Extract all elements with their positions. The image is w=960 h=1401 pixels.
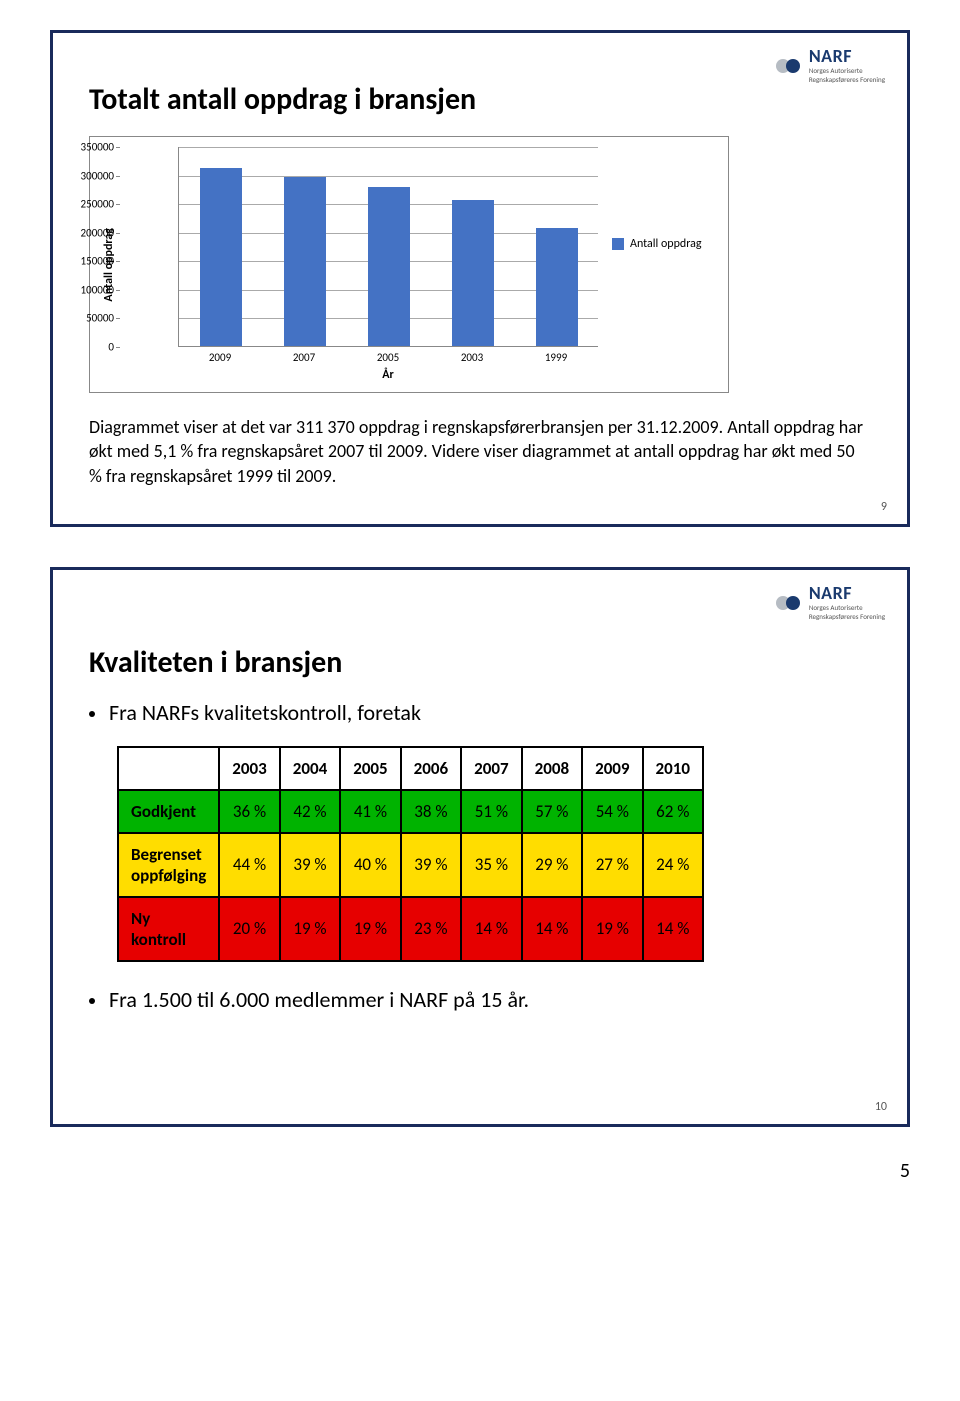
chart-x-tick: 2005: [346, 351, 430, 364]
page-number: 5: [900, 1159, 910, 1183]
chart-x-tick: 2003: [430, 351, 514, 364]
table-cell: 38 %: [401, 790, 461, 833]
bullet-2-text: Fra 1.500 til 6.000 medlemmer i NARF på …: [109, 986, 529, 1013]
slide-2: NARF Norges Autoriserte Regnskapsføreres…: [50, 567, 910, 1127]
logo-icon: [775, 58, 803, 72]
slide-2-title: Kvaliteten i bransjen: [89, 644, 871, 681]
table-cell: 40 %: [340, 833, 400, 897]
chart-y-tick: 0: [62, 341, 114, 354]
chart-x-tick: 1999: [514, 351, 598, 364]
chart-y-tick: 300000: [62, 169, 114, 182]
narf-logo: NARF Norges Autoriserte Regnskapsføreres…: [775, 584, 885, 620]
table-cell: 19 %: [340, 897, 400, 961]
table-row-label: Godkjent: [118, 790, 219, 833]
table-header: 2008: [522, 747, 582, 790]
chart-x-tick: 2007: [262, 351, 346, 364]
table-cell: 41 %: [340, 790, 400, 833]
bullet-icon: [89, 711, 95, 717]
chart-y-tick: 50000: [62, 312, 114, 325]
table-cell: 23 %: [401, 897, 461, 961]
table-row-label: Begrensetoppfølging: [118, 833, 219, 897]
chart-legend: Antall oppdrag: [612, 237, 702, 251]
table-cell: 29 %: [522, 833, 582, 897]
table-cell: 44 %: [219, 833, 279, 897]
chart-y-tick: 200000: [62, 226, 114, 239]
chart-x-axis-label: År: [178, 368, 598, 382]
chart-y-ticks: 0500001000001500002000002500003000003500…: [120, 147, 178, 347]
table-cell: 14 %: [461, 897, 521, 961]
chart-y-tick: 100000: [62, 283, 114, 296]
table-cell: 54 %: [582, 790, 642, 833]
table-cell: 24 %: [643, 833, 703, 897]
table-cell: 19 %: [582, 897, 642, 961]
table-row: Godkjent36 %42 %41 %38 %51 %57 %54 %62 %: [118, 790, 703, 833]
logo-subtext-1: Norges Autoriserte: [809, 67, 885, 74]
table-header: 2007: [461, 747, 521, 790]
table-header: 2005: [340, 747, 400, 790]
logo-subtext-2: Regnskapsføreres Forening: [809, 76, 885, 83]
bullet-icon: [89, 998, 95, 1004]
chart-bar: [452, 200, 494, 346]
chart-y-tick: 350000: [62, 141, 114, 154]
chart-x-tick: 2009: [178, 351, 262, 364]
slide-1-number: 9: [881, 500, 887, 514]
bullet-2: Fra 1.500 til 6.000 medlemmer i NARF på …: [89, 986, 871, 1013]
chart-plot-area: [178, 147, 598, 347]
table-cell: 51 %: [461, 790, 521, 833]
chart-y-tick: 150000: [62, 255, 114, 268]
chart-bar: [536, 228, 578, 346]
slide-2-number: 10: [875, 1100, 887, 1114]
table-row-label: Nykontroll: [118, 897, 219, 961]
chart-bar: [284, 177, 326, 346]
table-cell: 39 %: [280, 833, 340, 897]
chart-bar: [368, 187, 410, 346]
table-header: 2003: [219, 747, 279, 790]
table-cell: 14 %: [522, 897, 582, 961]
table-row: Nykontroll20 %19 %19 %23 %14 %14 %19 %14…: [118, 897, 703, 961]
slide-1: NARF Norges Autoriserte Regnskapsføreres…: [50, 30, 910, 527]
chart-x-ticks: 20092007200520031999: [178, 351, 598, 364]
logo-icon: [775, 595, 803, 609]
table-cell: 42 %: [280, 790, 340, 833]
table-cell: 39 %: [401, 833, 461, 897]
table-cell: 36 %: [219, 790, 279, 833]
quality-table: 20032004200520062007200820092010Godkjent…: [117, 746, 704, 962]
bullet-1: Fra NARFs kvalitetskontroll, foretak: [89, 699, 871, 726]
legend-label: Antall oppdrag: [630, 237, 702, 251]
legend-swatch: [612, 238, 624, 250]
logo-subtext-1: Norges Autoriserte: [809, 604, 885, 611]
table-cell: 35 %: [461, 833, 521, 897]
logo-main-text: NARF: [809, 584, 885, 602]
slide-1-body-text: Diagrammet viser at det var 311 370 oppd…: [89, 415, 871, 488]
logo-subtext-2: Regnskapsføreres Forening: [809, 613, 885, 620]
table-cell: 62 %: [643, 790, 703, 833]
chart-container: Antall oppdrag 0500001000001500002000002…: [89, 136, 729, 393]
chart-bar: [200, 168, 242, 346]
table-cell: 14 %: [643, 897, 703, 961]
table-header: 2010: [643, 747, 703, 790]
table-header: 2006: [401, 747, 461, 790]
table-cell: 27 %: [582, 833, 642, 897]
logo-main-text: NARF: [809, 47, 885, 65]
table-cell: 20 %: [219, 897, 279, 961]
narf-logo: NARF Norges Autoriserte Regnskapsføreres…: [775, 47, 885, 83]
table-header: 2009: [582, 747, 642, 790]
bullet-1-text: Fra NARFs kvalitetskontroll, foretak: [109, 699, 421, 726]
table-cell: 57 %: [522, 790, 582, 833]
chart-y-tick: 250000: [62, 198, 114, 211]
table-cell: 19 %: [280, 897, 340, 961]
table-header: 2004: [280, 747, 340, 790]
slide-1-title: Totalt antall oppdrag i bransjen: [89, 81, 871, 118]
table-row: Begrensetoppfølging44 %39 %40 %39 %35 %2…: [118, 833, 703, 897]
